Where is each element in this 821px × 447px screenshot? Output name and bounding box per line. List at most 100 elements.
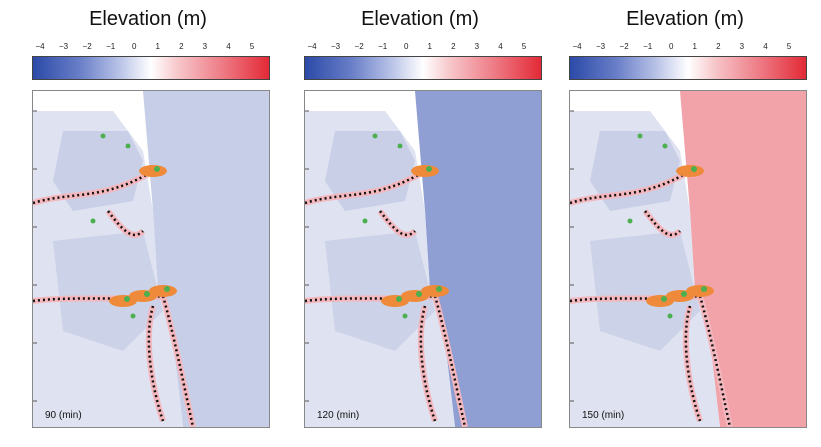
- time-label: 150 (min): [582, 410, 625, 421]
- flood-cluster: [686, 285, 714, 297]
- colorbar-tick-label: 4: [498, 42, 503, 51]
- colorbar-tick-label: −2: [82, 42, 92, 51]
- flood-marker-green: [691, 166, 697, 172]
- flood-marker-green: [627, 218, 633, 224]
- flood-marker-green: [426, 166, 432, 172]
- colorbar-tick-label: −4: [307, 42, 317, 51]
- urban-area: [590, 231, 700, 351]
- observation-markers: [305, 294, 436, 303]
- colorbar-tick-label: 3: [202, 42, 208, 51]
- river: [33, 168, 155, 206]
- flood-marker-green: [436, 286, 442, 292]
- flood-marker-green: [402, 313, 408, 319]
- colorbar-tick-label: −3: [330, 42, 341, 51]
- flood-marker-green: [164, 286, 170, 292]
- flood-marker-green: [125, 143, 131, 149]
- colorbar-tick-label: −3: [58, 42, 69, 51]
- colorbar-title: Elevation (m): [89, 8, 207, 30]
- colorbar-tick-label: 4: [763, 42, 768, 51]
- colorbar-tick-label: 5: [786, 42, 792, 51]
- flood-marker-green: [681, 291, 687, 297]
- river: [570, 168, 692, 206]
- flood-cluster: [149, 285, 177, 297]
- panel-150min: Elevation (m) −4 −3 −2 −1 0 1 2 3 4 5 150 (min): [555, 0, 815, 447]
- flood-cluster: [109, 295, 137, 307]
- colorbar-tick-label: 5: [249, 42, 255, 51]
- flood-marker-green: [397, 143, 403, 149]
- colorbar-tick-label: 0: [668, 42, 674, 51]
- colorbar-ticks: −4 −3 −2 −1 0 1 2 3 4 5: [569, 42, 805, 54]
- river: [305, 168, 427, 206]
- urban-area: [53, 131, 143, 211]
- flood-marker-green: [661, 296, 667, 302]
- flood-cluster: [676, 165, 704, 177]
- colorbar-tick-label: 4: [226, 42, 231, 51]
- panel-90min: Elevation (m) −4 −3 −2 −1 0 1 2 3 4 5 90 (min): [18, 0, 278, 447]
- map-graphic: [570, 91, 806, 427]
- observation-markers: [570, 294, 701, 303]
- inundation-map: 120 (min): [304, 90, 542, 428]
- colorbar-tick-label: 1: [692, 42, 697, 51]
- colorbar-tick-label: 0: [131, 42, 137, 51]
- observation-markers: [107, 210, 144, 237]
- colorbar: [32, 56, 270, 80]
- colorbar-tick-label: 0: [403, 42, 409, 51]
- flood-marker-green: [144, 291, 150, 297]
- colorbar-tick-label: 5: [521, 42, 527, 51]
- flood-cluster: [421, 285, 449, 297]
- colorbar-title: Elevation (m): [361, 8, 479, 30]
- colorbar-tick-label: −2: [619, 42, 629, 51]
- colorbar-tick-label: −3: [595, 42, 606, 51]
- colorbar-tick-label: 1: [155, 42, 160, 51]
- flood-marker-green: [662, 143, 668, 149]
- observation-markers: [379, 210, 416, 237]
- observation-markers: [419, 305, 437, 422]
- observation-markers: [147, 305, 165, 422]
- time-label: 120 (min): [317, 410, 360, 421]
- flood-marker-green: [396, 296, 402, 302]
- colorbar-tick-label: 3: [474, 42, 480, 51]
- colorbar-ticks: −4 −3 −2 −1 0 1 2 3 4 5: [32, 42, 268, 54]
- colorbar-tick-label: −4: [35, 42, 45, 51]
- flood-marker-green: [124, 296, 130, 302]
- urban-area: [325, 231, 435, 351]
- observation-markers: [684, 305, 702, 422]
- observation-markers: [644, 210, 681, 237]
- flood-cluster: [381, 295, 409, 307]
- colorbar-tick-label: 2: [179, 42, 184, 51]
- colorbar-tick-label: 1: [427, 42, 432, 51]
- panel-120min: Elevation (m) −4 −3 −2 −1 0 1 2 3 4 5 120 (min): [290, 0, 550, 447]
- colorbar-tick-label: 2: [451, 42, 456, 51]
- flood-marker-green: [130, 313, 136, 319]
- observation-markers: [33, 294, 164, 303]
- colorbar-tick-label: 2: [716, 42, 721, 51]
- colorbar-title: Elevation (m): [626, 8, 744, 30]
- flood-cluster: [139, 165, 167, 177]
- colorbar-ticks: −4 −3 −2 −1 0 1 2 3 4 5: [304, 42, 540, 54]
- flood-marker-green: [372, 133, 378, 139]
- flood-marker-green: [362, 218, 368, 224]
- river: [432, 295, 468, 427]
- flood-marker-green: [90, 218, 96, 224]
- flood-marker-green: [154, 166, 160, 172]
- flood-marker-green: [701, 286, 707, 292]
- inundation-map: 150 (min): [569, 90, 807, 428]
- flood-marker-green: [100, 133, 106, 139]
- flood-cluster: [411, 165, 439, 177]
- colorbar-tick-label: −1: [378, 42, 388, 51]
- map-graphic: [33, 91, 269, 427]
- time-label: 90 (min): [45, 410, 82, 421]
- urban-area: [590, 131, 680, 211]
- urban-area: [53, 231, 163, 351]
- colorbar: [569, 56, 807, 80]
- river: [697, 295, 733, 427]
- flood-marker-green: [416, 291, 422, 297]
- flood-marker-green: [637, 133, 643, 139]
- inundation-map: 90 (min): [32, 90, 270, 428]
- colorbar-tick-label: −1: [643, 42, 653, 51]
- map-graphic: [305, 91, 541, 427]
- river: [160, 295, 196, 427]
- flood-cluster: [646, 295, 674, 307]
- colorbar-tick-label: 3: [739, 42, 745, 51]
- urban-area: [325, 131, 415, 211]
